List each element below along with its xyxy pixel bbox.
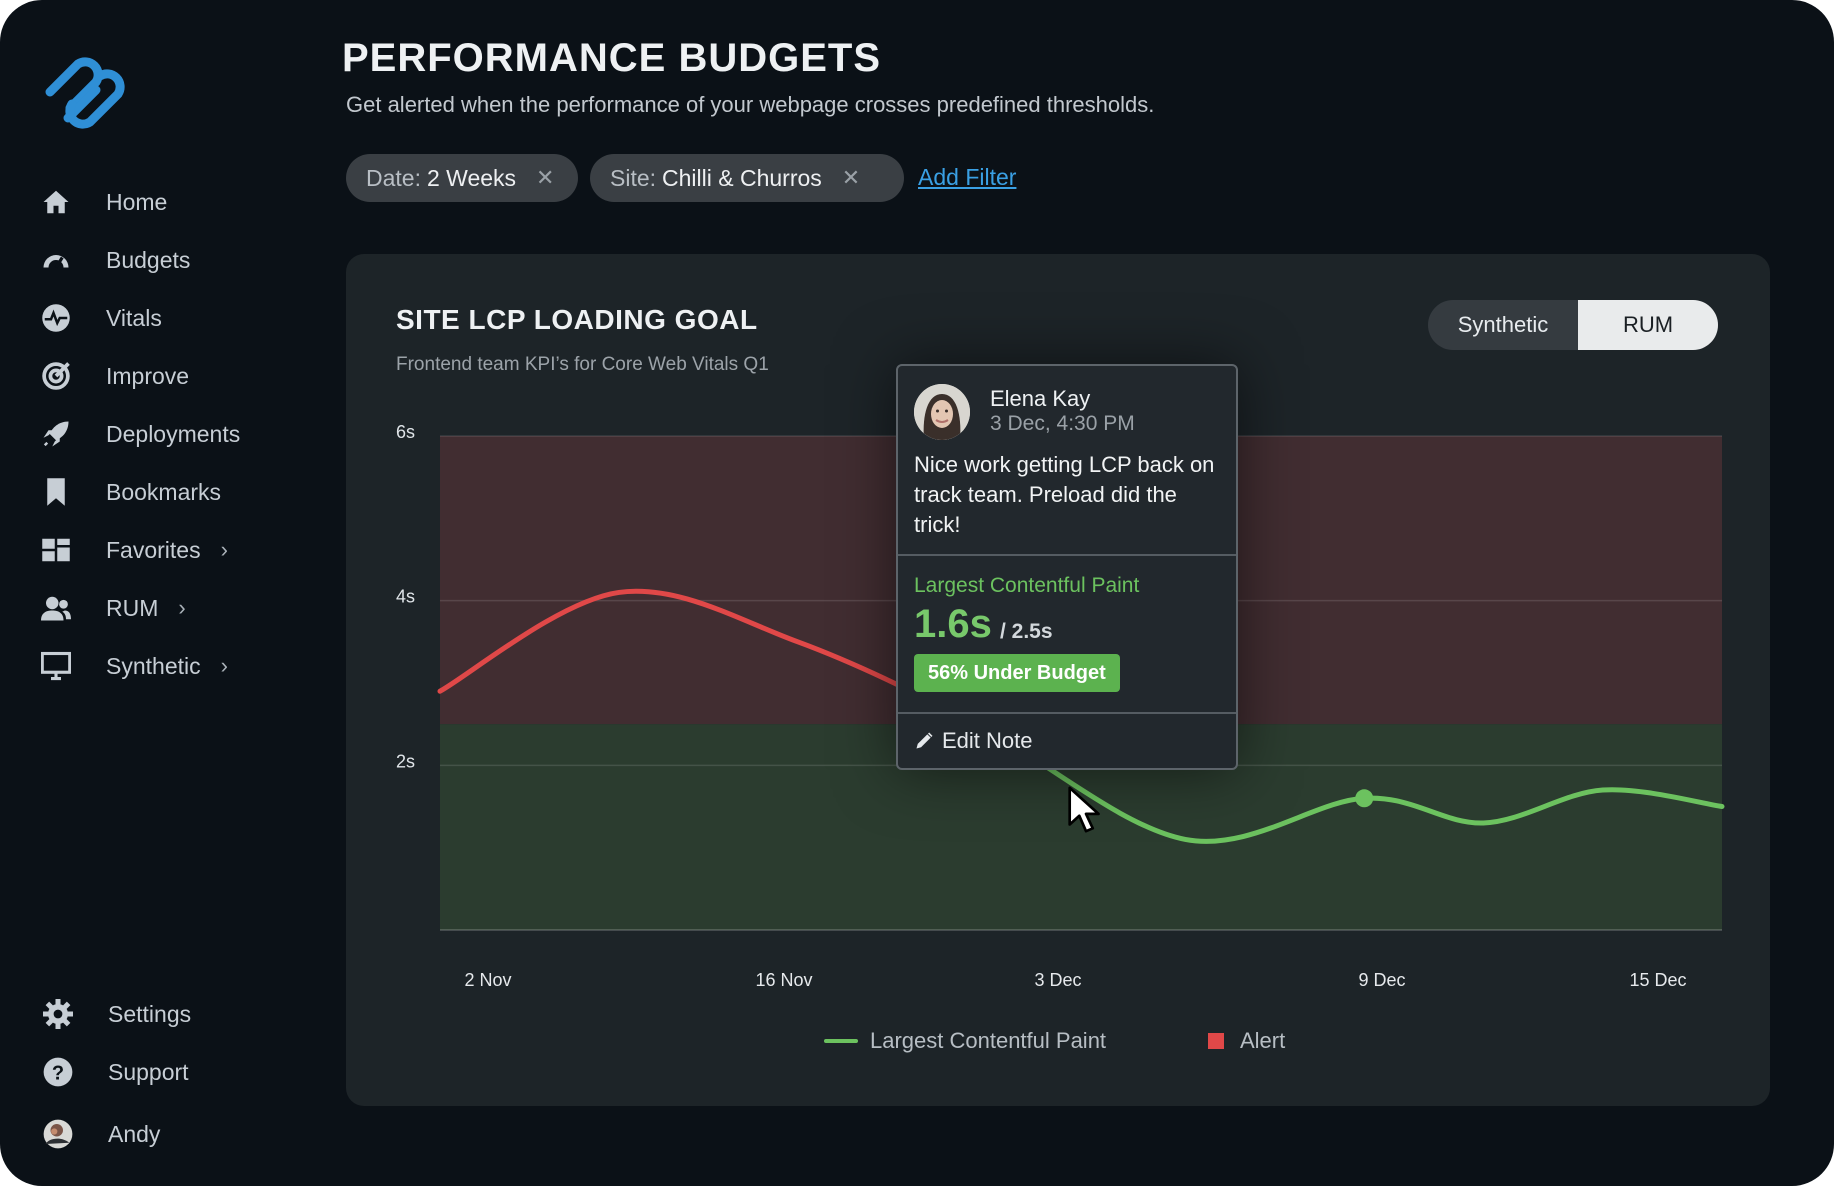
gear-icon	[42, 998, 74, 1030]
filter-value: 2 Weeks	[426, 164, 517, 191]
home-icon	[40, 186, 72, 218]
bookmark-icon	[40, 476, 72, 508]
help-icon: ?	[42, 1056, 74, 1088]
sidebar-item-label: Settings	[108, 1000, 192, 1027]
avatar	[42, 1118, 74, 1150]
chevron-right-icon: ›	[178, 595, 186, 620]
svg-text:?: ?	[52, 1063, 64, 1085]
sidebar-item-label: Bookmarks	[106, 478, 222, 505]
filter-chip-date[interactable]: Date: 2 Weeks ✕	[346, 154, 578, 202]
x-tick-label: 9 Dec	[1358, 970, 1405, 990]
chevron-right-icon: ›	[220, 537, 228, 562]
page-title: PERFORMANCE BUDGETS	[342, 36, 882, 80]
sidebar-item-label: RUM	[106, 594, 159, 621]
note-author: Elena Kay	[990, 386, 1091, 411]
legend-swatch	[824, 1039, 858, 1043]
add-filter-link[interactable]: Add Filter	[918, 164, 1017, 190]
lcp-line-alert	[437, 588, 982, 725]
sidebar-item-rum[interactable]: RUM ›	[40, 588, 186, 628]
divider	[898, 712, 1236, 714]
sidebar-item-label: Synthetic	[106, 652, 201, 679]
note-date: 3 Dec, 4:30 PM	[990, 412, 1135, 435]
highlight-point	[1355, 789, 1374, 808]
card-subtitle: Frontend team KPI’s for Core Web Vitals …	[396, 354, 769, 375]
sidebar-item-label: Improve	[106, 362, 190, 389]
x-tick-label: 3 Dec	[1034, 970, 1081, 990]
metric-value: 1.6s	[914, 602, 992, 646]
legend-item-alert: Alert	[1208, 1028, 1285, 1054]
filter-chip-site[interactable]: Site: Chilli & Churros ✕	[590, 154, 904, 202]
sidebar-item-budgets[interactable]: Budgets	[40, 240, 190, 280]
edit-note-button[interactable]: Edit Note	[914, 728, 1033, 754]
edit-note-label: Edit Note	[942, 728, 1033, 753]
dashboard-icon	[40, 534, 72, 566]
page-subtitle: Get alerted when the performance of your…	[346, 92, 1155, 117]
y-tick-label: 6s	[396, 422, 415, 442]
sidebar-item-settings[interactable]: Settings	[42, 994, 191, 1034]
lcp-line-good	[971, 724, 1725, 844]
sidebar-item-synthetic[interactable]: Synthetic ›	[40, 646, 228, 686]
pencil-icon	[916, 732, 933, 749]
filter-key: Date:	[366, 164, 421, 191]
sidebar-item-label: Budgets	[106, 246, 191, 273]
sidebar-item-label: Home	[106, 188, 168, 215]
target-icon	[40, 360, 72, 392]
chevron-right-icon: ›	[220, 653, 228, 678]
sidebar-item-deployments[interactable]: Deployments	[40, 414, 240, 454]
sidebar-item-improve[interactable]: Improve	[40, 356, 189, 396]
legend-label: Alert	[1240, 1028, 1286, 1053]
source-toggle: Synthetic RUM	[1428, 300, 1718, 350]
author-avatar	[914, 384, 970, 440]
mouse-cursor-icon	[1068, 786, 1100, 833]
sidebar-item-vitals[interactable]: Vitals	[40, 298, 162, 338]
x-tick-label: 15 Dec	[1629, 970, 1686, 990]
card-title: SITE LCP LOADING GOAL	[396, 304, 758, 335]
sidebar-item-label: Vitals	[106, 304, 162, 331]
sidebar-item-label: Support	[108, 1058, 189, 1085]
close-icon[interactable]: ✕	[536, 165, 555, 190]
x-tick-label: 2 Nov	[464, 970, 511, 990]
pulse-icon	[40, 302, 72, 334]
divider	[898, 554, 1236, 556]
toggle-synthetic[interactable]: Synthetic	[1457, 312, 1549, 337]
status-badge: 56% Under Budget	[914, 654, 1120, 692]
monitor-icon	[40, 650, 72, 682]
metric-budget: / 2.5s	[1000, 620, 1053, 643]
sidebar-item-favorites[interactable]: Favorites ›	[40, 530, 228, 570]
metric-label: Largest Contentful Paint	[914, 574, 1140, 597]
filter-value: Chilli & Churros	[662, 164, 822, 191]
note-text: Nice work getting LCP back on track team…	[914, 452, 1215, 537]
sidebar-item-label: Favorites	[106, 536, 201, 563]
sidebar-item-label: Andy	[108, 1120, 161, 1147]
rocket-icon	[40, 418, 72, 450]
legend-item-lcp: Largest Contentful Paint	[824, 1028, 1106, 1054]
y-tick-label: 2s	[396, 751, 415, 771]
sidebar-item-bookmarks[interactable]: Bookmarks	[40, 472, 221, 512]
legend-label: Largest Contentful Paint	[870, 1028, 1107, 1053]
legend-swatch	[1208, 1033, 1224, 1049]
sidebar-item-support[interactable]: ? Support	[42, 1052, 189, 1092]
gauge-icon	[40, 244, 72, 276]
filter-key: Site:	[610, 164, 657, 191]
sidebar-item-label: Deployments	[106, 420, 241, 447]
note-tooltip: Elena Kay 3 Dec, 4:30 PM Nice work getti…	[896, 364, 1238, 770]
sidebar-item-profile[interactable]: Andy	[42, 1114, 160, 1154]
y-tick-label: 4s	[396, 587, 415, 607]
close-icon[interactable]: ✕	[841, 165, 861, 190]
app-logo	[45, 57, 125, 129]
x-tick-label: 16 Nov	[755, 970, 812, 990]
users-icon	[40, 592, 72, 624]
toggle-rum[interactable]: RUM	[1578, 300, 1718, 350]
sidebar-item-home[interactable]: Home	[40, 182, 167, 222]
